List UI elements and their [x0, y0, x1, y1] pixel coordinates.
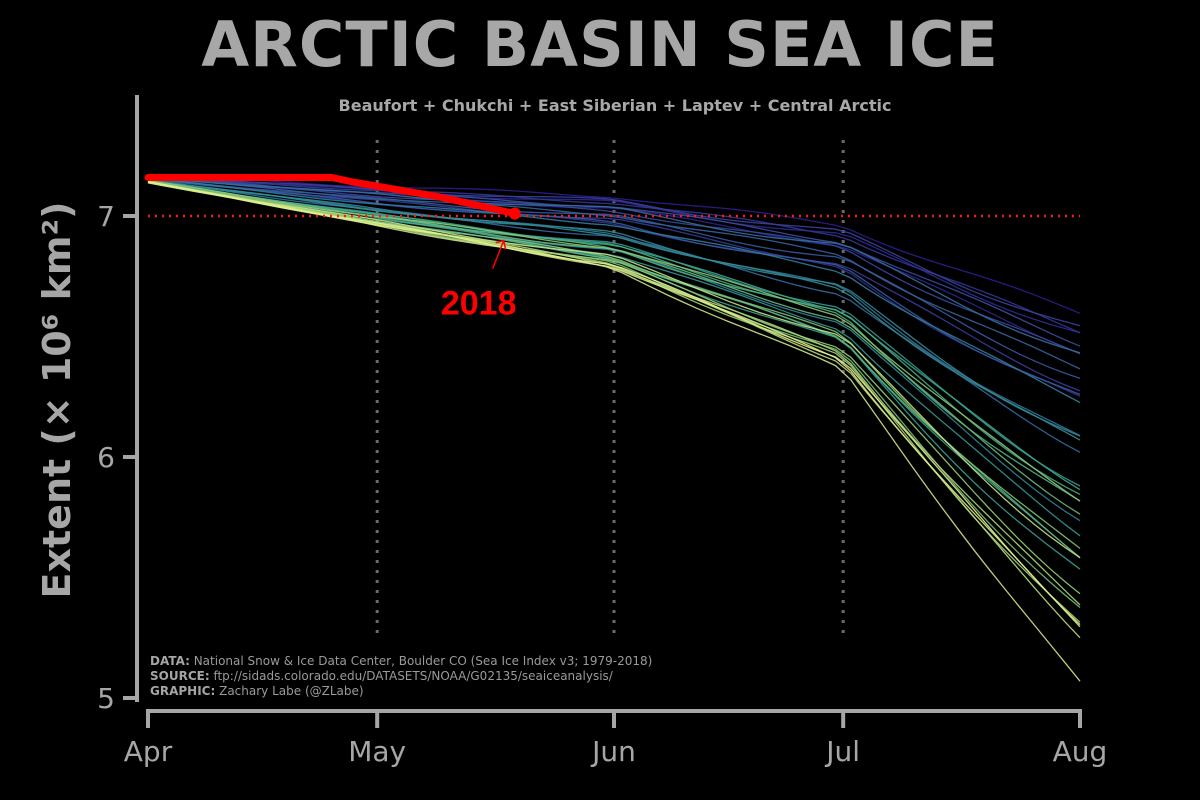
x-tick-label: Aug — [1053, 735, 1108, 768]
y-tick-label: 7 — [97, 200, 115, 233]
historical-year-line — [147, 174, 1081, 334]
historical-year-line — [147, 174, 1081, 314]
historical-year-line — [147, 179, 1081, 441]
series-2018-label: 2018 — [441, 285, 517, 323]
historical-year-line — [147, 180, 1081, 559]
annotation-arrow — [491, 239, 507, 269]
chart-subtitle: Beaufort + Chukchi + East Siberian + Lap… — [338, 96, 892, 115]
y-tick-label: 6 — [97, 441, 115, 474]
historical-year-line — [147, 178, 1081, 396]
historical-year-line — [147, 175, 1081, 327]
historical-year-line — [147, 179, 1081, 502]
historical-year-line — [147, 176, 1081, 355]
x-tick-label: May — [348, 735, 406, 768]
series-2018-line — [144, 173, 519, 218]
historical-year-line — [147, 180, 1081, 626]
x-tick-label: Jun — [590, 735, 636, 768]
historical-year-line — [147, 177, 1081, 404]
credit-graphic: GRAPHIC: Zachary Labe (@ZLabe) — [150, 684, 364, 698]
historical-year-line — [147, 175, 1081, 334]
chart-title: ARCTIC BASIN SEA ICE — [201, 8, 999, 81]
historical-year-line — [147, 176, 1081, 370]
credit-data: DATA: National Snow & Ice Data Center, B… — [150, 654, 653, 668]
series-2018-endpoint — [508, 207, 521, 220]
credits-block: DATA: National Snow & Ice Data Center, B… — [150, 654, 652, 699]
y-tick-label: 5 — [97, 682, 115, 715]
credit-source: SOURCE: ftp://sidads.colorado.edu/DATASE… — [150, 669, 613, 683]
historical-year-line — [147, 182, 1081, 682]
x-tick-label: Jul — [824, 735, 860, 768]
historical-year-line — [147, 180, 1081, 495]
y-axis-label: Extent (× 10⁶ km²) — [35, 202, 79, 599]
historical-year-line — [147, 176, 1081, 354]
x-tick-label: Apr — [124, 735, 173, 768]
historical-year-line — [147, 179, 1081, 437]
